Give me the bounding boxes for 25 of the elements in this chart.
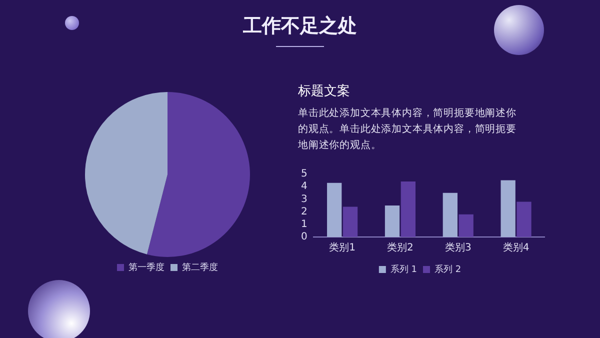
text: 单击此处添加文本具体内容，简明扼要地阐述你的观点。单击此处添加文本具体内容，简明扼要地阐述你的观点。 [298, 106, 518, 153]
bar [442, 192, 458, 237]
y-tick-label: 0 [300, 232, 308, 243]
bar [458, 214, 474, 237]
text: 标题文案 [298, 83, 351, 101]
bar [400, 182, 416, 237]
bar [342, 206, 358, 237]
legend-label: 系列 2 [434, 264, 462, 275]
bar [384, 206, 400, 237]
text: 工作不足之处 [242, 14, 358, 39]
bar [516, 202, 532, 237]
y-tick-label: 4 [300, 181, 308, 192]
legend-label: 第一季度 [128, 262, 164, 273]
x-tick-label: 类别4 [502, 242, 530, 254]
y-tick-label: 5 [300, 168, 308, 180]
legend-label: 第二季度 [182, 262, 218, 273]
x-tick-label: 类别2 [387, 242, 414, 254]
y-tick-label: 2 [300, 206, 308, 218]
legend-label: 系列 1 [390, 264, 418, 275]
bar [327, 182, 342, 237]
y-tick-label: 1 [300, 218, 308, 230]
x-tick-label: 类别1 [329, 242, 356, 254]
y-tick-label: 3 [300, 194, 308, 205]
x-tick-label: 类别3 [444, 242, 472, 254]
bar [500, 180, 516, 237]
